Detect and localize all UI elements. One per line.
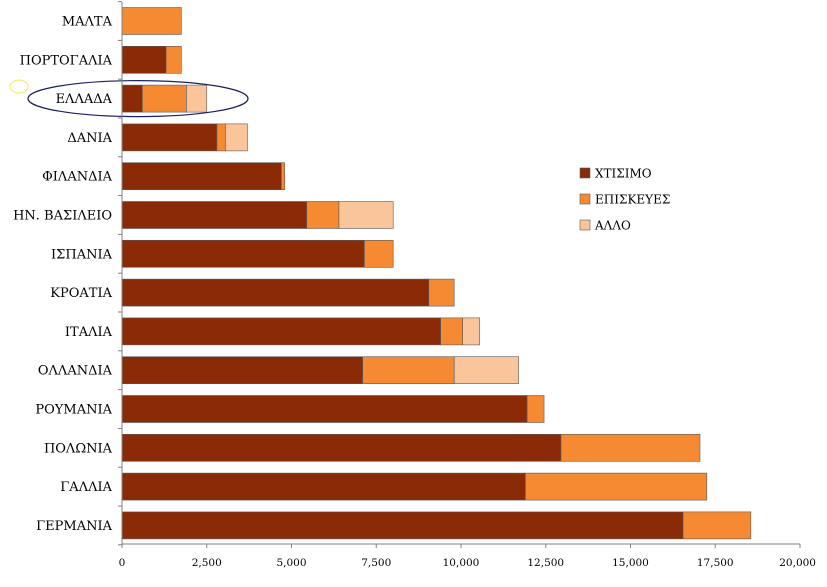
bar-segment xyxy=(682,511,752,540)
bar-segment xyxy=(121,317,441,346)
x-tick-label: 7,500 xyxy=(361,557,391,569)
category-label: ΕΛΛΑΔΑ xyxy=(56,92,113,107)
category-label: ΟΛΛΑΝΔΙΑ xyxy=(38,364,113,379)
bar-segment xyxy=(121,356,363,385)
legend-swatch xyxy=(579,193,591,205)
category-label: ΔΑΝΙΑ xyxy=(67,131,112,146)
bar-segment xyxy=(306,201,340,229)
bar-segment xyxy=(462,317,480,346)
highlight-marker xyxy=(9,79,29,94)
x-tick-label: 20,000 xyxy=(779,557,816,569)
bar-segment xyxy=(142,84,187,113)
bar-segment xyxy=(165,45,182,74)
category-label: ΡΟΥΜΑΝΙΑ xyxy=(35,403,112,418)
legend-label: ΧΤΙΣΙΜΟ xyxy=(595,167,652,181)
bar-segment xyxy=(560,433,701,462)
bar-segment xyxy=(121,201,308,229)
legend-label: ΑΛΛΟ xyxy=(594,219,631,233)
x-tick-label: 17,500 xyxy=(697,557,734,569)
x-tick-label: 12,500 xyxy=(527,557,564,569)
x-tick-label: 10,000 xyxy=(443,557,480,569)
category-label: ΗΝ. ΒΑΣΙΛΕΙΟ xyxy=(13,209,112,224)
bar-segment xyxy=(338,201,394,229)
x-tick-label: 0 xyxy=(119,557,126,569)
bar-segment xyxy=(216,123,226,152)
bar-segment xyxy=(121,45,167,74)
bar-segment xyxy=(525,472,708,501)
x-tick-label: 5,000 xyxy=(276,557,306,569)
category-label: ΜΑΛΤΑ xyxy=(62,15,113,30)
bar-segment xyxy=(121,123,218,152)
bar-segment xyxy=(440,317,463,346)
category-label: ΠΟΛΩΝΙΑ xyxy=(44,441,113,456)
bar-segment xyxy=(121,511,684,540)
legend-label: ΕΠΙΣΚΕΥΕΣ xyxy=(595,193,670,207)
bar-segment xyxy=(526,395,545,423)
bar-segment xyxy=(362,356,455,385)
bar-segment xyxy=(121,278,430,307)
category-label: ΓΕΡΜΑΝΙΑ xyxy=(36,519,112,534)
bar-segment xyxy=(121,7,182,35)
bar-segment xyxy=(121,472,526,501)
x-tick-label: 15,000 xyxy=(612,557,649,569)
category-label: ΦΙΛΑΝΔΙΑ xyxy=(42,170,112,185)
bar-segment xyxy=(121,433,562,462)
bar-segment xyxy=(121,395,528,423)
legend-swatch xyxy=(579,167,591,179)
category-label: ΓΑΛΛΙΑ xyxy=(60,480,112,495)
bar-segment xyxy=(121,162,282,190)
bar-segment xyxy=(225,123,248,152)
category-label: ΙΤΑΛΙΑ xyxy=(65,325,113,340)
category-label: ΠΟΡΤΟΓΑΛΙΑ xyxy=(20,53,113,68)
highlight-ellipse xyxy=(27,79,249,118)
category-label: ΙΣΠΑΝΙΑ xyxy=(51,247,113,262)
legend-swatch xyxy=(579,219,591,231)
bar-segment xyxy=(186,84,208,113)
bar-segment xyxy=(364,240,394,268)
bar-segment xyxy=(121,84,143,113)
category-label: ΚΡΟΑΤΙΑ xyxy=(50,286,112,301)
bar-segment xyxy=(121,240,365,268)
x-tick-label: 2,500 xyxy=(192,557,222,569)
bar-segment xyxy=(453,356,519,385)
bar-segment xyxy=(281,162,286,190)
bar-segment xyxy=(428,278,455,307)
